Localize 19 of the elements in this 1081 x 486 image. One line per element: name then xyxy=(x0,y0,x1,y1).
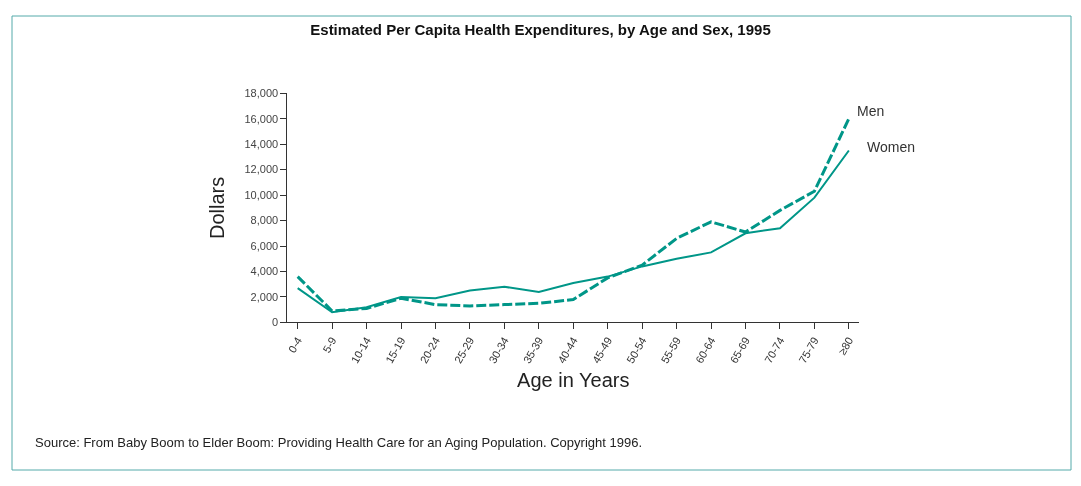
chart-title: Estimated Per Capita Health Expenditures, by Age and Sex, 1995 xyxy=(310,20,771,38)
line-series xyxy=(296,117,851,313)
y-tick-label: 2,000 xyxy=(250,290,279,303)
y-axis-title: Dollars xyxy=(205,176,228,239)
x-axis-title: Age in Years xyxy=(517,368,630,391)
y-tick-label: 8,000 xyxy=(250,214,279,227)
y-tick-label: 4,000 xyxy=(250,265,279,278)
y-tick-label: 18,000 xyxy=(244,87,279,100)
y-tick-label: 6,000 xyxy=(250,239,279,252)
series-label: Men xyxy=(857,103,885,119)
y-tick-label: 16,000 xyxy=(244,112,279,125)
x-tick-label: 0-4 xyxy=(285,334,305,355)
y-tick-label: 0 xyxy=(272,316,279,329)
source-note: Source: From Baby Boom to Elder Boom: Providing Health Care for an Aging Population. Copyright 1996. xyxy=(35,435,642,450)
y-tick-label: 10,000 xyxy=(244,188,279,201)
y-tick-label: 12,000 xyxy=(244,163,279,176)
x-tick-label: 5-9 xyxy=(320,334,339,355)
series-label: Women xyxy=(867,139,915,155)
y-tick-label: 14,000 xyxy=(244,137,279,150)
